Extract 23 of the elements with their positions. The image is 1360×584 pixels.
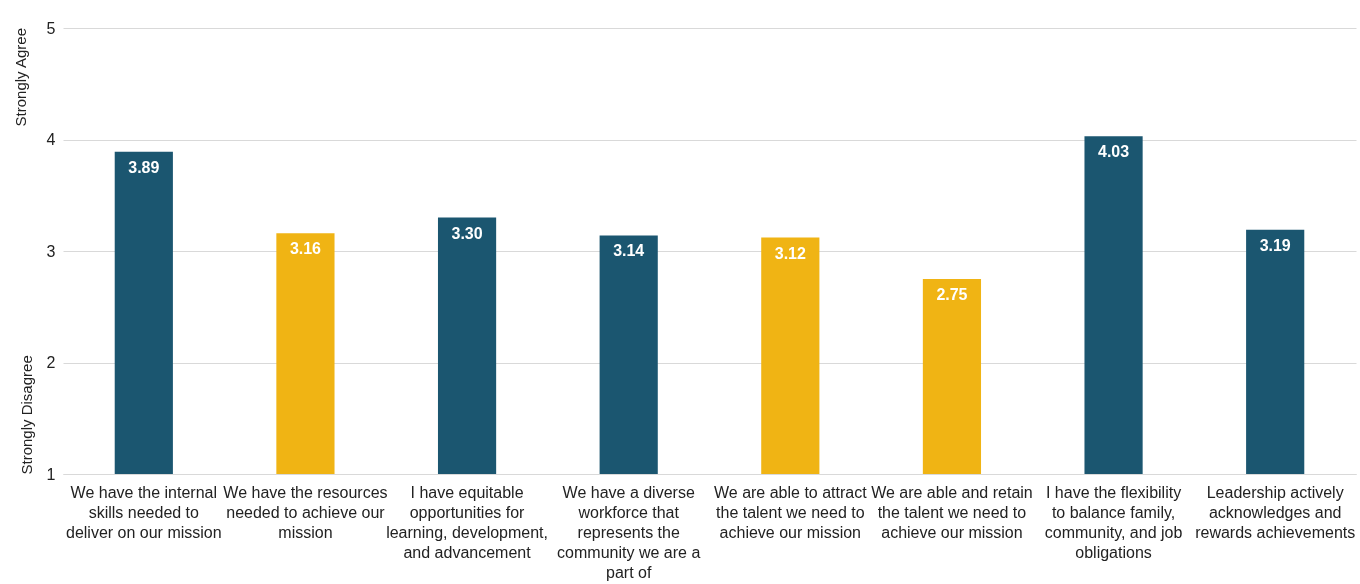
x-tick-label: I have equitable opportunities for learning, development, and advancement xyxy=(386,483,549,561)
data-label: 3.19 xyxy=(1259,236,1291,254)
text: Strongly Agree xyxy=(12,28,29,127)
x-tick-label: We are able and retain the talent we need to achieve our mission xyxy=(871,483,1033,541)
data-label: 3.14 xyxy=(613,242,645,260)
data-label: 3.89 xyxy=(128,158,160,176)
data-label: 4.03 xyxy=(1097,143,1130,161)
y-tick-label: 3 xyxy=(46,242,56,260)
y-tick-label: 5 xyxy=(46,19,56,37)
data-label: 3.30 xyxy=(451,224,483,242)
data-label: 3.12 xyxy=(774,244,806,262)
y-tick-label: 2 xyxy=(46,354,56,371)
y-tick-label: 4 xyxy=(46,131,56,148)
y-axis-title: Strongly Disagree xyxy=(17,355,35,475)
data-label: 2.75 xyxy=(936,285,968,303)
data-label: 3.16 xyxy=(289,240,322,258)
x-tick-label: I have the flexibility to balance family, community, and job obligations xyxy=(1044,483,1183,561)
x-tick-label: We have the resources needed to achieve our mission xyxy=(223,483,388,541)
x-tick-label: We have a diverse workforce that represents the community we are a part of xyxy=(557,483,701,581)
x-tick-label: Leadership actively acknowledges and rewards achievements xyxy=(1195,483,1356,541)
x-tick-label: We have the internal skills needed to deliver on our mission xyxy=(66,483,222,541)
x-tick-label: We are able to attract the talent we need to achieve our mission xyxy=(713,483,868,541)
y-tick-label: 1 xyxy=(46,465,56,483)
